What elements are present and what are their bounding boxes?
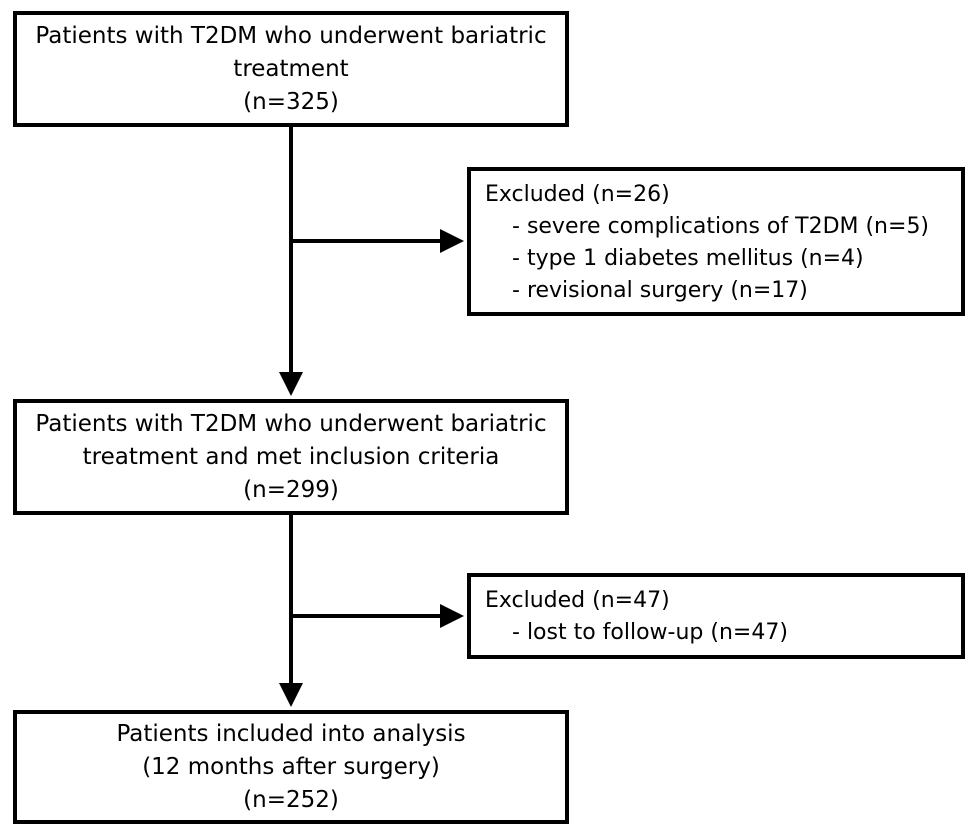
eligible-cohort-line1: Patients with T2DM who underwent bariatr… [35, 410, 547, 437]
exclusion-box-1: Excluded (n=26) severe complications of … [467, 167, 965, 316]
initial-cohort-count: (n=325) [243, 88, 339, 115]
initial-cohort-box: Patients with T2DM who underwent bariatr… [13, 11, 569, 127]
exclusion-2-item: lost to follow-up (n=47) [512, 617, 961, 649]
exclusion-1-item: severe complications of T2DM (n=5) [512, 211, 961, 243]
final-cohort-line2: (12 months after surgery) [142, 753, 440, 780]
exclusion-1-item: revisional surgery (n=17) [512, 275, 961, 307]
initial-cohort-line2: treatment [233, 55, 349, 82]
initial-cohort-line1: Patients with T2DM who underwent bariatr… [35, 22, 547, 49]
eligible-cohort-line2: treatment and met inclusion criteria [82, 443, 500, 470]
exclusion-1-list: severe complications of T2DM (n=5) type … [485, 211, 961, 307]
exclusion-box-2: Excluded (n=47) lost to follow-up (n=47) [467, 573, 965, 659]
exclusion-1-item: type 1 diabetes mellitus (n=4) [512, 243, 961, 275]
exclusion-2-list: lost to follow-up (n=47) [485, 617, 961, 649]
eligible-cohort-count: (n=299) [243, 476, 339, 503]
final-cohort-count: (n=252) [243, 786, 339, 813]
final-cohort-box: Patients included into analysis (12 mont… [13, 710, 569, 824]
exclusion-1-title: Excluded (n=26) [485, 182, 670, 207]
final-cohort-line1: Patients included into analysis [116, 720, 466, 747]
exclusion-2-title: Excluded (n=47) [485, 588, 670, 613]
eligible-cohort-box: Patients with T2DM who underwent bariatr… [13, 399, 569, 515]
